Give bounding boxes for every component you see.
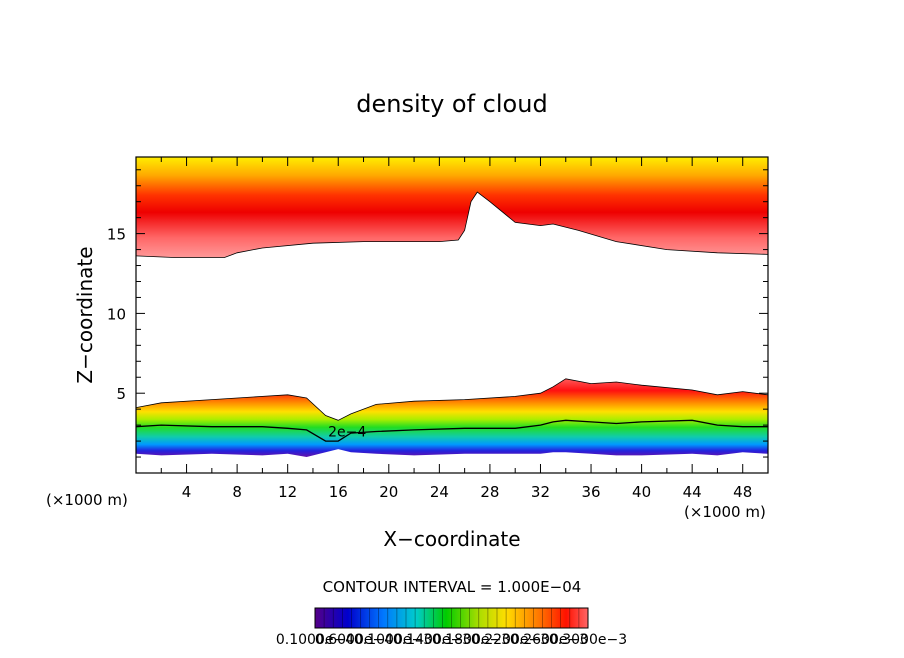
x-axis-label: X−coordinate bbox=[383, 527, 520, 551]
y-tick-label: 5 bbox=[116, 385, 126, 403]
x-tick-label: 32 bbox=[531, 483, 550, 501]
y-tick-label: 10 bbox=[107, 305, 126, 323]
colorbar-label: 0.6000e−4 bbox=[315, 632, 393, 648]
colorbar-label: 0.1000e−3 bbox=[354, 632, 432, 648]
upper-cloud-layer bbox=[136, 157, 768, 258]
colorbar-label: 0.1800e−3 bbox=[432, 632, 510, 648]
colorbar-label: 0.3000e−3 bbox=[549, 632, 627, 648]
lower-cloud-layer bbox=[136, 378, 768, 457]
x-unit-right: (×1000 m) bbox=[684, 503, 766, 521]
x-tick-label: 16 bbox=[329, 483, 348, 501]
x-tick-label: 36 bbox=[581, 483, 600, 501]
x-tick-label: 4 bbox=[182, 483, 192, 501]
x-tick-label: 44 bbox=[683, 483, 702, 501]
x-tick-label: 24 bbox=[430, 483, 449, 501]
x-tick-label: 8 bbox=[232, 483, 242, 501]
x-tick-label: 48 bbox=[733, 483, 752, 501]
colorbar-label: 0.2200e−3 bbox=[471, 632, 549, 648]
x-tick-label: 12 bbox=[278, 483, 297, 501]
plot-frame bbox=[135, 156, 769, 474]
colorbar-label: 0.1400e−3 bbox=[393, 632, 471, 648]
colorbar-label: 0.1000e−4 bbox=[276, 632, 354, 648]
x-tick-label: 28 bbox=[480, 483, 499, 501]
upper-layer-boundary bbox=[136, 191, 768, 258]
contour-label: 2e−4 bbox=[328, 424, 366, 440]
y-axis-label: Z−coordinate bbox=[73, 246, 97, 383]
contour-interval: CONTOUR INTERVAL = 1.000E−04 bbox=[323, 578, 582, 596]
x-unit-left: (×1000 m) bbox=[46, 491, 128, 509]
y-tick-label: 15 bbox=[107, 226, 126, 244]
colorbar-label: 0.2600e−3 bbox=[510, 632, 588, 648]
lower-layer-boundary bbox=[136, 378, 768, 421]
x-tick-label: 40 bbox=[632, 483, 651, 501]
contour-line-2e-4 bbox=[136, 419, 768, 442]
chart-title: density of cloud bbox=[356, 90, 547, 118]
x-tick-label: 20 bbox=[379, 483, 398, 501]
